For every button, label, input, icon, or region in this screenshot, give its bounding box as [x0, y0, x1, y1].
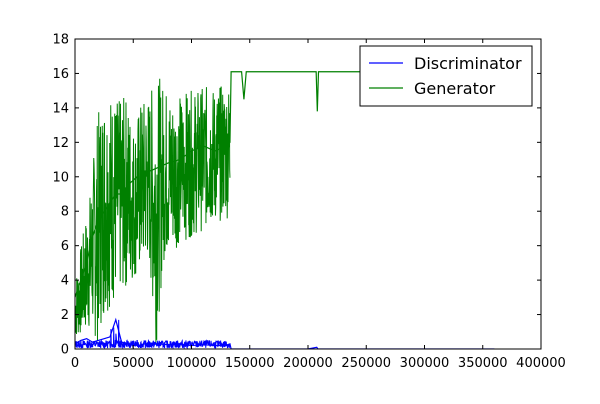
- series-layer: [75, 71, 495, 349]
- y-tick-label: 18: [52, 33, 69, 48]
- discriminator-noise-band: [75, 319, 231, 349]
- legend-label-generator: Generator: [414, 79, 496, 98]
- legend: Discriminator Generator: [359, 45, 533, 107]
- series-line-discriminator: [75, 317, 495, 349]
- x-axis-ticks: 0 50000 100000 150000 200000 250000 300000 3500…: [71, 39, 566, 371]
- y-tick-label: 0: [61, 343, 69, 358]
- y-tick-label: 12: [52, 136, 69, 151]
- x-tick-label: 0: [71, 356, 79, 371]
- x-tick-label: 150000: [225, 356, 275, 371]
- x-tick-label: 300000: [400, 356, 450, 371]
- x-tick-label: 100000: [167, 356, 217, 371]
- x-tick-label: 250000: [341, 356, 391, 371]
- y-tick-label: 8: [61, 205, 69, 220]
- x-tick-label: 350000: [458, 356, 508, 371]
- legend-label-discriminator: Discriminator: [414, 54, 522, 73]
- y-axis-ticks: 0 2 4 6 8 10 12 14 16 18: [52, 33, 541, 358]
- x-tick-label: 400000: [516, 356, 566, 371]
- series-line-generator: [75, 71, 495, 298]
- generator-noise-band: [75, 78, 231, 346]
- x-tick-label: 50000: [113, 356, 154, 371]
- y-tick-label: 16: [52, 67, 69, 82]
- y-tick-label: 4: [61, 274, 69, 289]
- plot-layer: [75, 71, 495, 349]
- legend-box: [359, 45, 533, 107]
- y-tick-label: 14: [52, 101, 69, 116]
- y-tick-label: 6: [61, 239, 69, 254]
- y-tick-label: 2: [61, 308, 69, 323]
- x-tick-label: 200000: [283, 356, 333, 371]
- y-tick-label: 10: [52, 170, 69, 185]
